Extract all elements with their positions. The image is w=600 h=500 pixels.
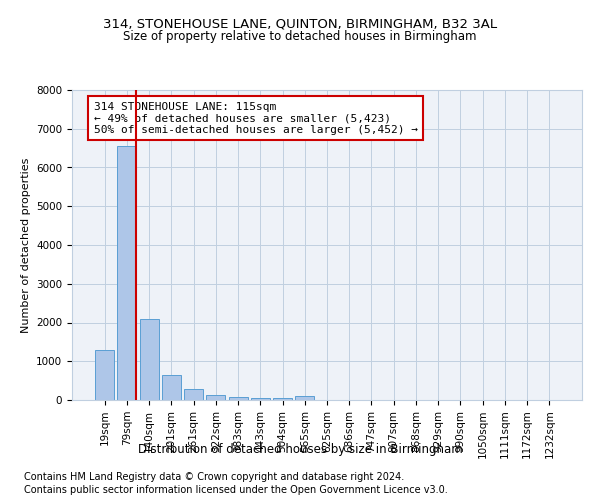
Text: Size of property relative to detached houses in Birmingham: Size of property relative to detached ho… [123,30,477,43]
Text: 314 STONEHOUSE LANE: 115sqm
← 49% of detached houses are smaller (5,423)
50% of : 314 STONEHOUSE LANE: 115sqm ← 49% of det… [94,102,418,135]
Bar [140,320,158,400]
Y-axis label: Number of detached properties: Number of detached properties [20,158,31,332]
Bar [162,375,181,400]
Bar [273,398,292,400]
Bar [251,398,270,400]
Bar [118,146,136,400]
Bar [184,389,203,400]
Bar [95,350,114,400]
Text: Contains public sector information licensed under the Open Government Licence v3: Contains public sector information licen… [24,485,448,495]
Bar [295,396,314,400]
Bar [229,397,248,400]
Text: 314, STONEHOUSE LANE, QUINTON, BIRMINGHAM, B32 3AL: 314, STONEHOUSE LANE, QUINTON, BIRMINGHA… [103,18,497,30]
Text: Distribution of detached houses by size in Birmingham: Distribution of detached houses by size … [137,442,463,456]
Bar [206,395,225,400]
Text: Contains HM Land Registry data © Crown copyright and database right 2024.: Contains HM Land Registry data © Crown c… [24,472,404,482]
